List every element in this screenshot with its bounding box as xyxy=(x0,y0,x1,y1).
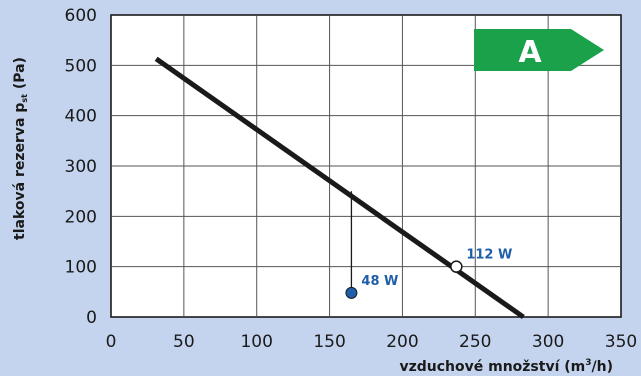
x-tick-label: 350 xyxy=(605,332,637,352)
x-tick-label: 150 xyxy=(313,332,345,352)
badge-arrow xyxy=(474,29,604,71)
x-tick-label: 200 xyxy=(386,332,418,352)
data-point-hollow xyxy=(450,260,463,273)
point-label: 48 W xyxy=(361,274,398,289)
badge-label: A xyxy=(518,35,542,70)
y-axis-label: tlaková rezerva pst (Pa) xyxy=(12,57,29,240)
y-tick-label: 200 xyxy=(65,207,97,227)
y-tick-label: 300 xyxy=(65,157,97,177)
y-tick-label: 500 xyxy=(65,56,97,76)
y-tick-label: 0 xyxy=(86,308,97,328)
energy-badge: A xyxy=(474,29,604,71)
series: 48 W 112 W xyxy=(154,56,525,320)
x-tick-label: 300 xyxy=(532,332,564,352)
x-axis-label: vzduchové množství (m3/h) xyxy=(399,358,613,375)
series-line xyxy=(154,56,525,320)
x-tick-label: 250 xyxy=(459,332,491,352)
point-label: 112 W xyxy=(466,248,512,263)
y-tick-label: 400 xyxy=(65,107,97,127)
x-ticks: 0 50 100 150 200 250 300 350 xyxy=(106,332,638,352)
x-tick-label: 100 xyxy=(240,332,272,352)
y-tick-label: 600 xyxy=(65,6,97,26)
data-point-filled xyxy=(345,286,358,299)
x-tick-label: 50 xyxy=(173,332,195,352)
y-tick-label: 100 xyxy=(65,258,97,278)
x-tick-label: 0 xyxy=(106,332,117,352)
grid xyxy=(111,15,621,317)
y-ticks: 0 100 200 300 400 500 600 xyxy=(65,6,97,328)
